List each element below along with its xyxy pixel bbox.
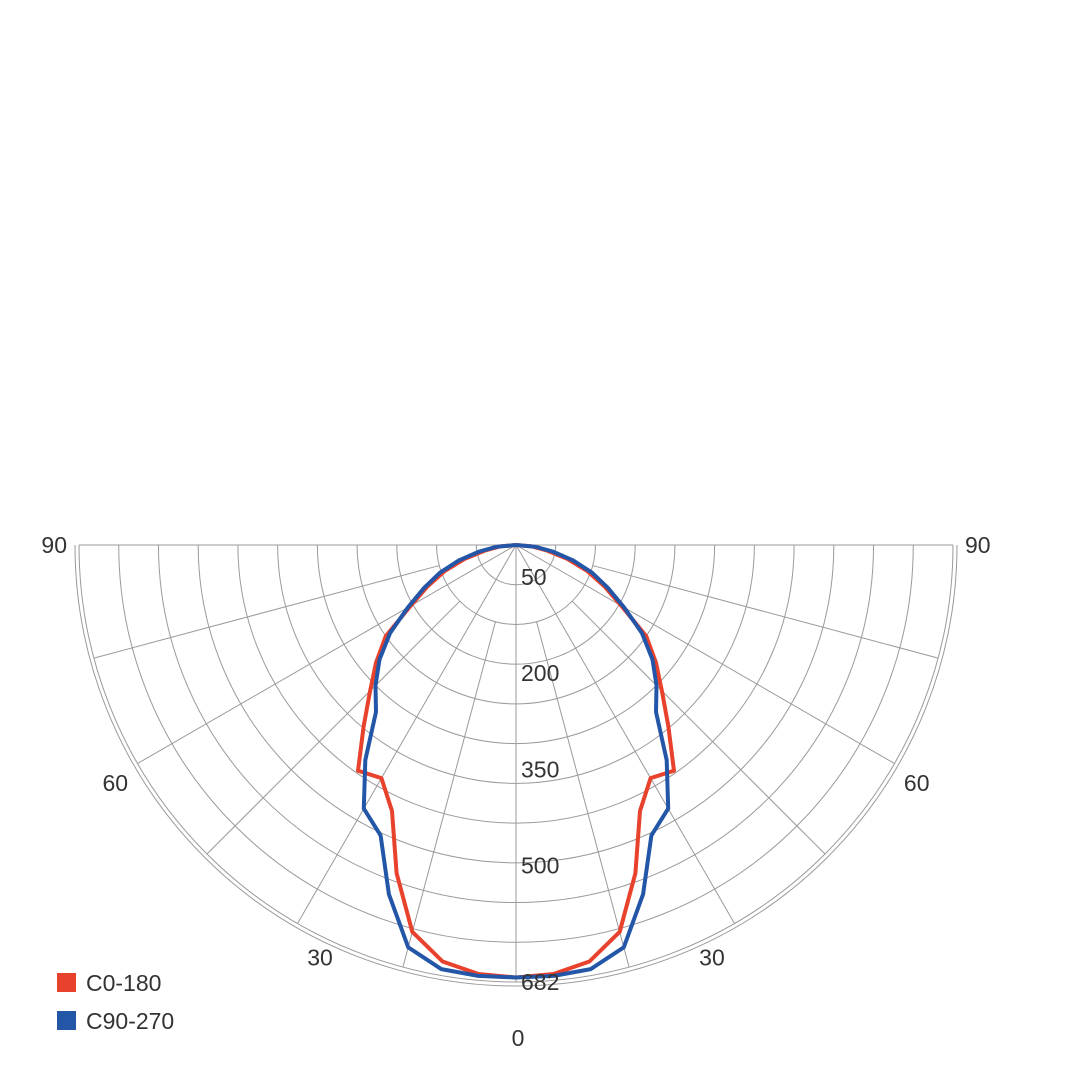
grid-outer-edge — [74, 544, 958, 987]
series-layer — [356, 543, 676, 980]
grid-spoke — [206, 600, 461, 855]
grid-spoke — [93, 565, 440, 659]
radial-tick-label: 350 — [521, 756, 559, 782]
series-line-c90-270 — [361, 543, 671, 980]
grid-spoke — [592, 565, 939, 659]
radial-tick-label: 500 — [521, 852, 559, 878]
angle-tick-label: 60 — [904, 770, 930, 796]
legend-swatch — [57, 973, 76, 992]
legend: C0-180 C90-270 — [57, 970, 174, 1034]
grid-spoke — [536, 621, 630, 968]
angle-tick-label: 90 — [965, 532, 991, 558]
angle-tick-label: 30 — [307, 945, 333, 971]
angle-tick-label: 90 — [41, 532, 67, 558]
grid-spoke — [402, 621, 496, 968]
radial-tick-label: 682 — [521, 969, 559, 995]
grid-spoke — [137, 544, 517, 764]
angle-tick-label: 60 — [102, 770, 128, 796]
legend-swatch — [57, 1011, 76, 1030]
legend-label: C90-270 — [86, 1008, 174, 1034]
grid-spoke — [515, 544, 735, 924]
radial-tick-label: 200 — [521, 660, 559, 686]
polar-grid — [74, 544, 958, 987]
legend-label: C0-180 — [86, 970, 161, 996]
grid-spoke — [571, 600, 826, 855]
radial-tick-label: 50 — [521, 564, 547, 590]
grid-spoke — [297, 544, 517, 924]
angle-tick-label: 30 — [699, 945, 725, 971]
angle-tick-label: 0 — [512, 1025, 525, 1051]
label-layer: 50 200 350 500 682 90 60 30 0 30 60 90 — [41, 532, 990, 1051]
grid-spoke — [515, 544, 895, 764]
